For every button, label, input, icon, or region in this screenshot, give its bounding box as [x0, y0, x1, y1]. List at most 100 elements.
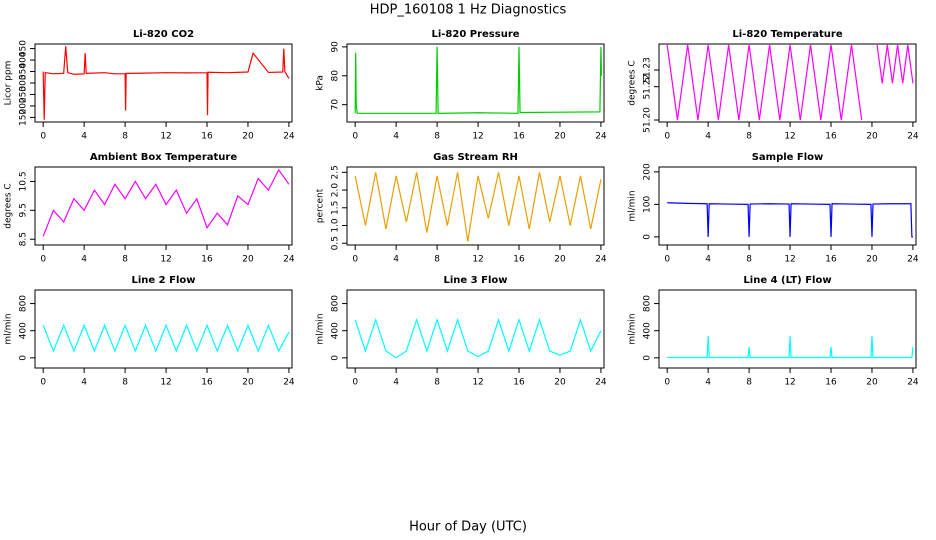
- x-tick-label: 8: [434, 255, 440, 265]
- y-tick-label: 70: [331, 99, 341, 111]
- x-tick-label: 4: [81, 255, 87, 265]
- x-tick-label: 20: [242, 255, 254, 265]
- y-tick-label: 0: [643, 234, 653, 240]
- data-line: [354, 172, 602, 242]
- panel-title: Line 4 (LT) Flow: [743, 275, 831, 286]
- y-tick-label: 0: [643, 355, 653, 361]
- x-tick-label: 4: [81, 378, 87, 388]
- x-tick-label: 20: [554, 132, 566, 142]
- x-tick-label: 0: [40, 132, 46, 142]
- plot-frame: [346, 289, 605, 369]
- x-tick-label: 4: [81, 132, 87, 142]
- x-tick-label: 0: [664, 255, 670, 265]
- y-axis-label: degrees C: [628, 60, 638, 105]
- y-axis-label: percent: [316, 188, 326, 223]
- x-tick-label: 12: [784, 132, 795, 142]
- figure-title: HDP_160108 1 Hz Diagnostics: [370, 3, 567, 18]
- x-tick-label: 12: [160, 378, 171, 388]
- x-tick-label: 16: [825, 255, 837, 265]
- x-tick-label: 12: [160, 255, 171, 265]
- y-tick-label: 10.5: [19, 171, 29, 191]
- y-axis-label: degrees C: [4, 183, 14, 228]
- x-tick-label: 12: [784, 255, 795, 265]
- plot-frame: [346, 43, 605, 123]
- x-tick-label: 8: [746, 255, 752, 265]
- x-tick-label: 12: [472, 132, 483, 142]
- y-tick-label: 450: [19, 40, 29, 57]
- panel-title: Ambient Box Temperature: [90, 152, 237, 163]
- x-tick-label: 8: [746, 132, 752, 142]
- y-axis-label: ml/min: [4, 313, 14, 344]
- y-tick-label: 400: [19, 51, 29, 68]
- y-tick-label: 0.5: [331, 236, 341, 250]
- x-tick-label: 0: [352, 378, 358, 388]
- panel-title: Sample Flow: [752, 152, 824, 163]
- x-tick-label: 12: [472, 255, 483, 265]
- data-line: [667, 202, 913, 238]
- y-tick-label: 250: [19, 86, 29, 103]
- x-tick-label: 24: [595, 378, 607, 388]
- x-axis-label: Hour of Day (UTC): [409, 520, 527, 535]
- y-tick-label: 51.20: [643, 107, 653, 133]
- y-axis-label: Licor ppm: [4, 61, 14, 106]
- x-tick-label: 24: [283, 255, 295, 265]
- y-tick-label: 800: [331, 295, 341, 312]
- x-tick-label: 20: [242, 378, 254, 388]
- y-tick-label: 200: [19, 97, 29, 114]
- y-tick-label: 400: [19, 322, 29, 339]
- y-tick-label: 0: [331, 355, 341, 361]
- y-tick-label: 300: [19, 74, 29, 91]
- x-tick-label: 8: [122, 378, 128, 388]
- plot-frame: [34, 166, 293, 246]
- plot-frame: [34, 43, 293, 123]
- x-tick-label: 4: [393, 255, 399, 265]
- x-tick-label: 0: [40, 378, 46, 388]
- x-tick-label: 16: [825, 132, 837, 142]
- y-tick-label: 400: [331, 322, 341, 339]
- y-tick-label: 51.22: [643, 74, 653, 100]
- x-tick-label: 20: [554, 255, 566, 265]
- plot-frame: [34, 289, 293, 369]
- y-axis-label: ml/min: [628, 190, 638, 221]
- data-line: [42, 323, 290, 353]
- x-tick-label: 4: [393, 132, 399, 142]
- plot-frame: [346, 166, 605, 246]
- x-tick-label: 4: [705, 378, 711, 388]
- plot-frame: [658, 289, 917, 369]
- panel-title: Li-820 CO2: [133, 29, 194, 40]
- x-tick-label: 4: [393, 378, 399, 388]
- panel-title: Line 2 Flow: [132, 275, 196, 286]
- x-tick-label: 24: [595, 132, 607, 142]
- y-tick-label: 80: [331, 70, 341, 82]
- data-line: [354, 317, 602, 359]
- y-tick-label: 2.0: [331, 183, 341, 198]
- data-line: [354, 46, 603, 114]
- x-tick-label: 20: [554, 378, 566, 388]
- y-tick-label: 800: [19, 295, 29, 312]
- x-tick-label: 12: [784, 378, 795, 388]
- x-tick-label: 16: [513, 378, 525, 388]
- x-tick-label: 8: [122, 132, 128, 142]
- x-tick-label: 8: [122, 255, 128, 265]
- x-tick-label: 16: [201, 378, 213, 388]
- x-tick-label: 24: [283, 132, 295, 142]
- y-tick-label: 350: [19, 63, 29, 80]
- y-tick-label: 150: [19, 109, 29, 126]
- panel-title: Gas Stream RH: [433, 152, 518, 163]
- data-line: [666, 44, 914, 121]
- x-tick-label: 20: [866, 132, 878, 142]
- x-tick-label: 24: [907, 378, 919, 388]
- x-tick-label: 0: [352, 255, 358, 265]
- y-tick-label: 9.5: [19, 203, 29, 217]
- data-line: [667, 336, 914, 359]
- plot-frame: [658, 166, 917, 246]
- x-tick-label: 12: [160, 132, 171, 142]
- x-tick-label: 20: [866, 255, 878, 265]
- panel-title: Li-820 Pressure: [431, 29, 519, 40]
- x-tick-label: 8: [434, 132, 440, 142]
- x-tick-label: 20: [866, 378, 878, 388]
- x-tick-label: 16: [513, 132, 525, 142]
- x-tick-label: 0: [352, 132, 358, 142]
- y-tick-label: 2.5: [331, 165, 341, 179]
- y-axis-label: ml/min: [316, 313, 326, 344]
